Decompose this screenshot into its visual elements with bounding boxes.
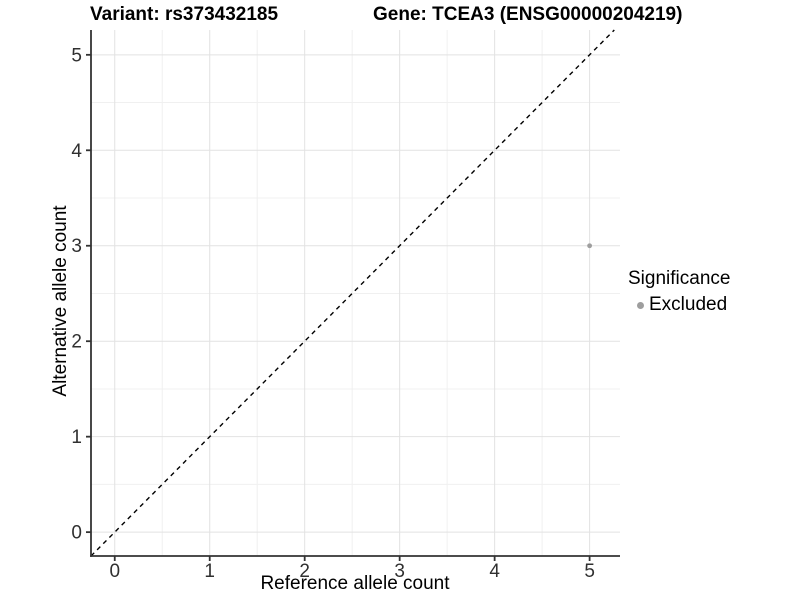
y-axis-title: Alternative allele count [50,205,71,397]
y-tick-label: 3 [71,236,82,257]
y-tick-label: 5 [71,45,82,66]
plot-title-variant: Variant: rs373432185 [90,4,279,25]
legend-item-excluded: Excluded [628,293,730,317]
x-tick-label: 4 [489,561,500,582]
x-tick-label: 0 [109,561,120,582]
data-point-excluded [587,243,593,249]
x-axis-title: Reference allele count [260,573,450,594]
legend-title: Significance [628,268,731,289]
x-tick-label: 5 [584,561,595,582]
legend: Significance Excluded [628,266,730,317]
x-tick-label: 3 [394,561,405,582]
plot-title-gene: Gene: TCEA3 (ENSG00000204219) [373,4,683,25]
legend-point-icon [637,301,644,309]
y-tick-label: 2 [71,332,82,353]
x-tick-label: 1 [204,561,215,582]
y-tick-label: 0 [71,523,82,544]
legend-item-label: Excluded [649,294,728,315]
identity-reference-line [90,29,615,557]
x-tick-label: 2 [299,561,310,582]
y-tick-label: 1 [71,427,82,448]
y-tick-label: 4 [71,141,82,162]
